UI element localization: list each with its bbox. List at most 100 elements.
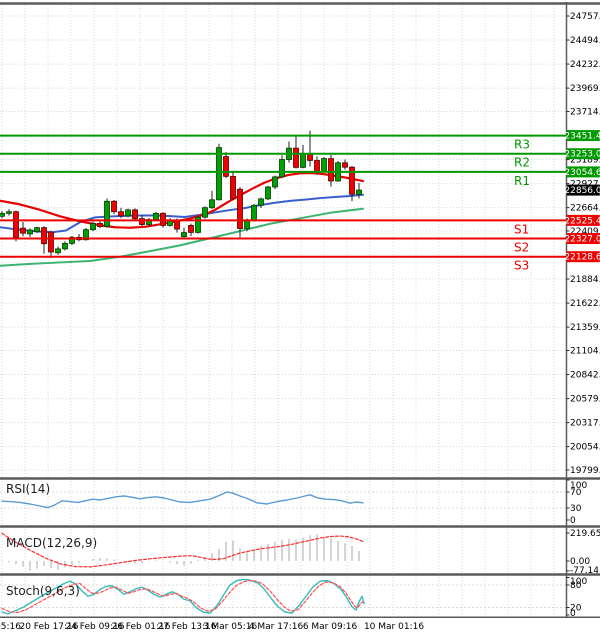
moving-averages-layer: [0, 171, 365, 267]
support-badge-text: 22128.6: [564, 253, 600, 263]
candle[interactable]: [13, 211, 19, 238]
price-axis-label: 21884.5: [570, 275, 600, 285]
candle[interactable]: [55, 248, 61, 254]
price-axis-label: 24757.0: [570, 12, 600, 22]
candle[interactable]: [34, 227, 40, 233]
candle[interactable]: [90, 223, 96, 231]
price-axis-label: 20054.5: [570, 443, 600, 453]
indicator-axis-label: 70: [570, 488, 582, 498]
support-badge: [566, 251, 600, 263]
candle[interactable]: [230, 175, 236, 200]
indicator-axis-label: 0: [570, 609, 576, 619]
candle[interactable]: [188, 225, 194, 233]
candle[interactable]: [0, 212, 5, 217]
resistance-badge-text: 23054.6: [564, 168, 600, 178]
candle[interactable]: [237, 188, 243, 229]
indicator-axis-label: -77.14: [570, 566, 599, 576]
pivot-levels-layer: [0, 134, 566, 258]
price-axis-label: 24494.5: [570, 36, 600, 46]
indicator-axis-label: 100: [570, 481, 587, 491]
price-axis-label: 21359.5: [570, 323, 600, 333]
candle[interactable]: [223, 156, 229, 177]
candle[interactable]: [104, 200, 110, 227]
support-badge-text: 22525.4: [564, 216, 600, 226]
price-axis-label: 23714.5: [570, 107, 600, 117]
time-axis-label: 20 Feb 17:16: [19, 622, 78, 632]
candle[interactable]: [195, 216, 201, 233]
time-axis-label: 26 Feb 01:16: [111, 622, 170, 632]
price-axis-label: 23969.5: [570, 84, 600, 94]
stoch-k-line: [1, 578, 365, 615]
indicator-axis-label: 0: [570, 516, 576, 526]
resistance-badge: [566, 130, 600, 142]
macd-panel: [1, 532, 364, 571]
candle[interactable]: [265, 186, 271, 200]
candle[interactable]: [209, 199, 215, 209]
grid-layer: [0, 5, 566, 616]
candle[interactable]: [118, 211, 124, 217]
candle[interactable]: [97, 223, 103, 227]
macd-panel-label: MACD(12,26,9): [6, 536, 98, 550]
pivot-label-s3: S3: [514, 259, 529, 273]
ma-slow-green-line: [0, 207, 364, 267]
candle[interactable]: [181, 232, 187, 238]
price-axis-label: 20317.0: [570, 419, 600, 429]
candle[interactable]: [62, 242, 68, 250]
pivot-label-r1: R1: [514, 174, 530, 188]
time-axis-label: 4 Mar 17:16: [249, 622, 304, 632]
candle[interactable]: [132, 209, 138, 220]
macd-signal-line: [1, 532, 364, 568]
chart-plot-area[interactable]: [0, 4, 566, 478]
candle[interactable]: [27, 229, 33, 235]
candle[interactable]: [342, 162, 348, 168]
support-badge: [566, 233, 600, 245]
candle[interactable]: [293, 147, 299, 168]
stoch-panel-label: Stoch(9,6,3): [6, 584, 80, 598]
candle[interactable]: [328, 158, 334, 182]
resistance-badge: [566, 148, 600, 160]
price-axis-label: 24232.0: [570, 60, 600, 70]
stoch-d-line: [1, 579, 365, 613]
candle[interactable]: [356, 189, 362, 195]
candle[interactable]: [125, 209, 131, 217]
ma-fast-red-line: [0, 171, 365, 229]
time-axis-label: 27 Feb 13:16: [157, 622, 216, 632]
candle[interactable]: [83, 229, 89, 241]
candle[interactable]: [69, 236, 75, 244]
indicator-axis-label: 219.65: [570, 529, 600, 539]
support-badge: [566, 214, 600, 226]
rsi-panel: [0, 491, 566, 509]
resistance-badge-text: 23451.4: [564, 132, 600, 142]
candle[interactable]: [349, 166, 355, 195]
candle[interactable]: [20, 227, 26, 234]
candle[interactable]: [216, 147, 222, 201]
price-axis-label: 23189.5: [570, 156, 600, 166]
candle[interactable]: [139, 218, 145, 225]
candle[interactable]: [111, 200, 117, 213]
time-axis-label: 10 Mar 01:16: [364, 622, 424, 632]
pivot-label-r3: R3: [514, 138, 530, 152]
current-price-badge-text: 22856.0: [564, 186, 600, 196]
time-axis-label: 6 Mar 09:16: [303, 622, 358, 632]
current-price-badge: [566, 184, 600, 196]
candle[interactable]: [279, 159, 285, 178]
price-axis-label: 22409.5: [570, 227, 600, 237]
price-axis-label: 21104.5: [570, 346, 600, 356]
candle[interactable]: [41, 227, 47, 245]
indicator-axis-label: 100: [570, 577, 587, 587]
candle[interactable]: [48, 231, 54, 253]
candle[interactable]: [272, 176, 278, 188]
time-axis-label: 3 Mar 05:16: [203, 622, 258, 632]
candle[interactable]: [258, 198, 264, 206]
time-axis-label: 24 Feb 09:16: [65, 622, 124, 632]
candle[interactable]: [6, 211, 12, 214]
price-axis-label: 20579.5: [570, 395, 600, 405]
price-axis-label: 22664.5: [570, 204, 600, 214]
ma-mid-blue-line: [0, 193, 364, 234]
pivot-label-s2: S2: [514, 241, 529, 255]
resistance-badge: [566, 166, 600, 178]
price-axis-label: 19799.5: [570, 466, 600, 476]
indicator-axis-label: 80: [570, 581, 582, 591]
candle[interactable]: [202, 207, 208, 218]
